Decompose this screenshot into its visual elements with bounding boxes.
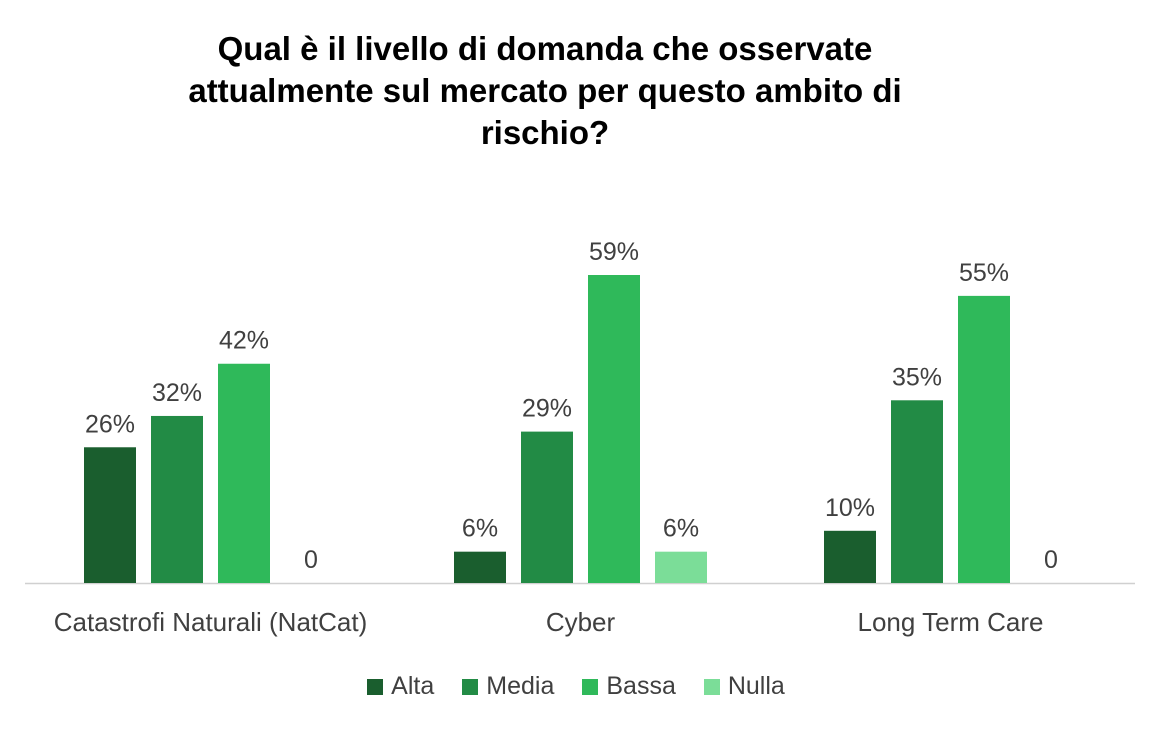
category-label-1: Catastrofi Naturali (NatCat) — [54, 607, 368, 637]
legend-item-alta: Alta — [367, 672, 434, 701]
bar-bassa-3 — [958, 295, 1010, 583]
legend-label-media: Media — [486, 672, 555, 700]
chart-title-line-1: Qual è il livello di domanda che osserva… — [217, 30, 873, 67]
bar-media-3 — [891, 400, 943, 583]
legend-swatch-nulla — [703, 678, 720, 695]
data-label-bassa-1: 42% — [219, 327, 269, 355]
data-label-nulla-2: 6% — [663, 515, 699, 543]
bar-bassa-1 — [218, 363, 270, 583]
data-label-nulla-1: 0 — [304, 546, 318, 574]
data-label-media-2: 29% — [522, 395, 572, 423]
category-label-3: Long Term Care — [858, 607, 1044, 637]
data-label-bassa-3: 55% — [959, 259, 1009, 287]
legend-swatch-alta — [367, 678, 384, 695]
data-label-nulla-3: 0 — [1044, 546, 1058, 574]
bar-alta-1 — [84, 447, 136, 583]
data-label-alta-1: 26% — [85, 410, 135, 438]
data-label-alta-2: 6% — [462, 515, 498, 543]
legend-label-nulla: Nulla — [727, 672, 785, 700]
bar-nulla-2 — [655, 551, 707, 583]
legend-swatch-bassa — [582, 678, 599, 695]
legend-swatch-media — [462, 678, 479, 695]
legend-label-bassa: Bassa — [606, 672, 676, 700]
category-label-2: Cyber — [546, 607, 616, 637]
data-label-alta-3: 10% — [825, 494, 875, 522]
chart-title-line-3: rischio? — [480, 114, 610, 151]
legend-item-nulla: Nulla — [703, 672, 785, 701]
legend-label-alta: Alta — [391, 672, 435, 700]
legend-item-bassa: Bassa — [582, 672, 676, 701]
bar-alta-3 — [824, 530, 876, 583]
legend-item-media: Media — [462, 672, 554, 701]
data-label-bassa-2: 59% — [589, 238, 639, 266]
bar-media-1 — [151, 415, 203, 583]
bar-media-2 — [521, 431, 573, 583]
data-label-media-1: 32% — [152, 379, 202, 407]
data-label-media-3: 35% — [892, 363, 942, 391]
chart-legend: Alta Media Bassa Nulla — [0, 672, 1152, 701]
bar-bassa-2 — [588, 275, 640, 583]
chart-title-line-2: attualmente sul mercato per questo ambit… — [188, 72, 902, 109]
chart-title: Qual è il livello di domanda che osserva… — [80, 28, 1010, 154]
bar-alta-2 — [454, 551, 506, 583]
